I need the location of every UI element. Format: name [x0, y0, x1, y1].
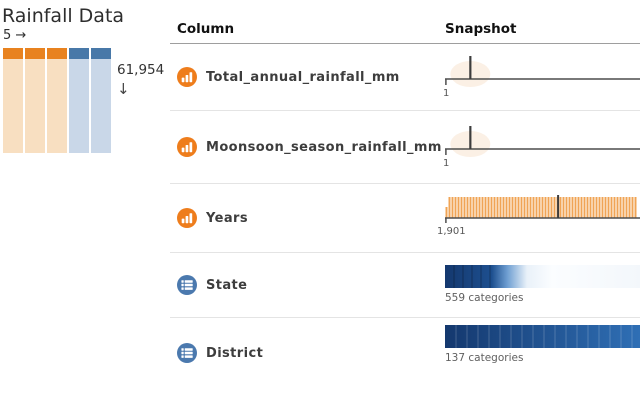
mini-column-numeric[interactable]: [47, 48, 67, 153]
mini-column-categorical[interactable]: [69, 48, 89, 153]
dataset-summary-panel: Rainfall Data 5 → 61,954 ↓: [0, 0, 168, 400]
snapshot-cell: 559 categories: [442, 265, 640, 317]
category-bar-snapshot: [445, 325, 640, 348]
category-count-label: 137 categories: [445, 352, 524, 364]
snapshot-cell: 1: [442, 51, 640, 110]
column-name: State: [206, 277, 248, 293]
bar-chart-icon: [177, 67, 197, 87]
column-name-cell: District: [170, 318, 442, 388]
snapshot-header: Snapshot: [445, 21, 517, 37]
column-count-value: 5: [3, 28, 12, 43]
bar-chart-icon: [177, 208, 197, 228]
table-row[interactable]: State 559 categories: [170, 253, 640, 318]
column-name-cell: Moonsoon_season_rainfall_mm: [170, 111, 442, 183]
category-list-icon: [177, 275, 197, 295]
page-title: Rainfall Data: [2, 5, 125, 27]
row-count-label: 61,954: [117, 62, 165, 78]
table-header-row: Column Snapshot: [170, 15, 640, 44]
histogram-snapshot: [445, 121, 640, 157]
histogram-snapshot: [445, 194, 640, 224]
mini-column-numeric[interactable]: [25, 48, 45, 153]
category-list-icon: [177, 343, 197, 363]
table-row[interactable]: Years 1,901: [170, 184, 640, 253]
mini-column-grid: [3, 48, 111, 153]
column-name-cell: State: [170, 253, 442, 317]
category-count-label: 559 categories: [445, 292, 524, 304]
column-name: Moonsoon_season_rainfall_mm: [206, 139, 442, 155]
axis-tick-label: 1: [443, 158, 450, 169]
column-header: Column: [177, 21, 235, 37]
column-count-label: 5 →: [3, 28, 26, 43]
mini-column-numeric[interactable]: [3, 48, 23, 153]
column-profile-table: Column Snapshot Total_annual_rainfall_mm: [170, 15, 640, 388]
column-name: District: [206, 345, 264, 361]
snapshot-cell: 1,901: [437, 194, 640, 252]
bar-chart-icon: [177, 137, 197, 157]
axis-tick-label: 1: [443, 88, 450, 99]
down-arrow-icon: ↓: [117, 80, 130, 98]
table-row[interactable]: Moonsoon_season_rainfall_mm 1: [170, 111, 640, 184]
category-bar-snapshot: [445, 265, 640, 288]
histogram-snapshot: [445, 51, 640, 87]
snapshot-cell: 1: [442, 121, 640, 183]
column-name: Years: [206, 210, 248, 226]
column-name-cell: Years: [170, 184, 442, 252]
mini-column-categorical[interactable]: [91, 48, 111, 153]
table-row[interactable]: Total_annual_rainfall_mm 1: [170, 44, 640, 111]
snapshot-cell: 137 categories: [442, 325, 640, 388]
column-name: Total_annual_rainfall_mm: [206, 69, 400, 85]
axis-tick-label: 1,901: [437, 226, 466, 237]
right-arrow-icon: →: [15, 28, 27, 43]
table-row[interactable]: District 137 categories: [170, 318, 640, 388]
column-name-cell: Total_annual_rainfall_mm: [170, 44, 442, 110]
